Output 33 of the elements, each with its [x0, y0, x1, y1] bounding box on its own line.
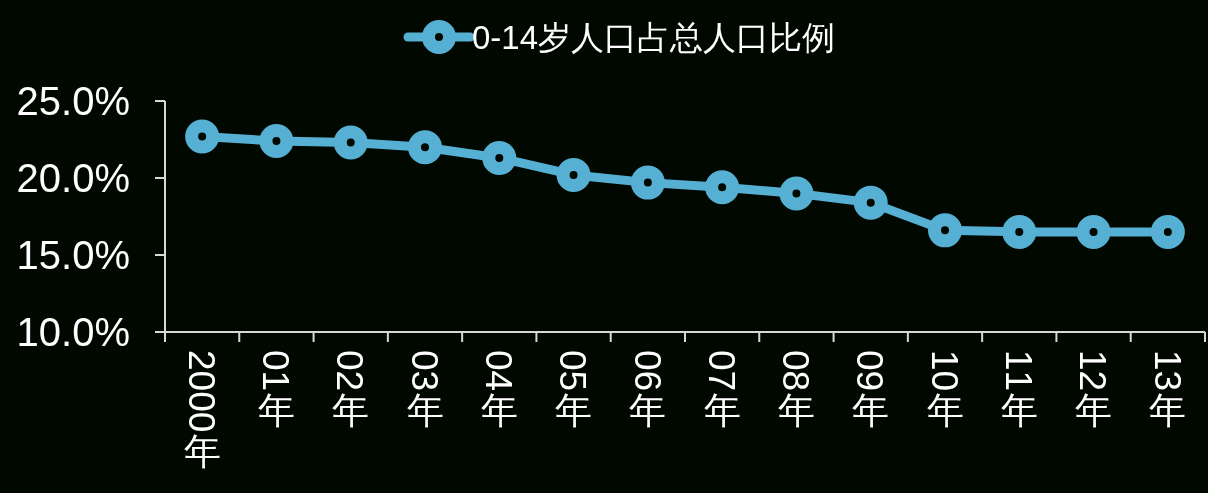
point — [185, 119, 220, 154]
x-tick-label: 03年 — [403, 350, 445, 431]
x-tick-label: 09年 — [849, 350, 891, 431]
x-tick-label: 13年 — [1146, 350, 1188, 431]
y-tick-label: 25.0% — [16, 79, 130, 124]
x-tick-label: 02年 — [329, 350, 371, 431]
point — [928, 213, 962, 248]
point — [333, 125, 368, 160]
point — [853, 185, 888, 220]
point — [705, 170, 740, 205]
x-tick-label: 05年 — [552, 350, 594, 431]
y-tick-label: 15.0% — [16, 233, 130, 278]
point — [1150, 214, 1185, 249]
point — [1002, 214, 1037, 249]
point — [556, 157, 591, 192]
point — [630, 165, 665, 200]
point — [779, 176, 814, 211]
x-tick-label: 08年 — [775, 350, 817, 431]
legend-label: 0-14岁人口占总人口比例 — [472, 18, 836, 56]
x-tick-label: 10年 — [923, 350, 965, 431]
x-tick-label: 06年 — [626, 350, 668, 431]
point — [408, 130, 442, 165]
x-tick-label: 04年 — [477, 350, 519, 431]
x-tick-label: 12年 — [1072, 350, 1114, 431]
x-tick-label: 2000年 — [180, 350, 222, 473]
point — [482, 140, 517, 175]
point — [1076, 214, 1111, 249]
x-tick-label: 11年 — [997, 350, 1039, 431]
x-tick-label: 01年 — [255, 350, 297, 431]
x-tick-label: 07年 — [700, 350, 742, 431]
y-tick-label: 20.0% — [16, 156, 130, 201]
point — [259, 124, 294, 159]
y-tick-label: 10.0% — [16, 310, 130, 355]
